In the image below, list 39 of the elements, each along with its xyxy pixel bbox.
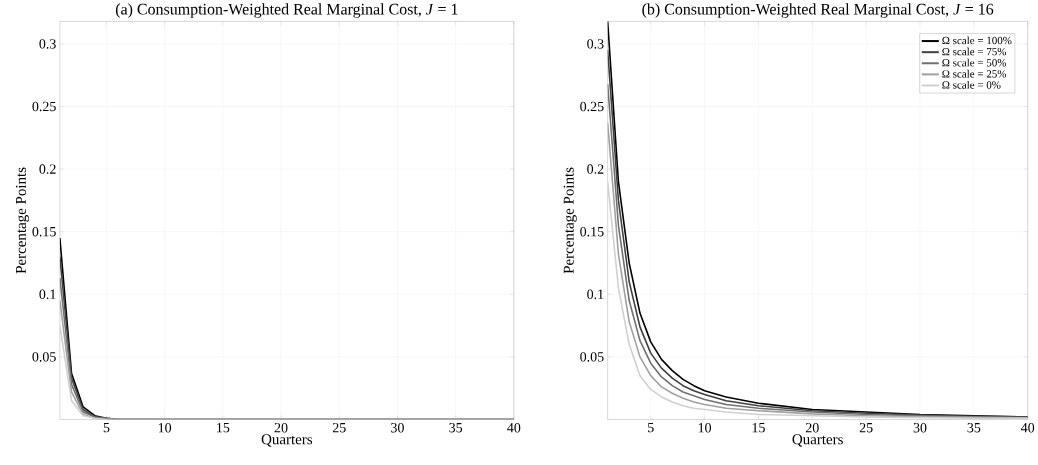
x-axis-title: Quarters — [792, 434, 843, 447]
y-tick-label: 0.25 — [580, 101, 604, 112]
y-tick-label: 0.25 — [32, 101, 56, 112]
legend-label: Ω scale = 0% — [942, 80, 1001, 89]
legend-label: Ω scale = 25% — [942, 69, 1007, 78]
x-tick-label: 20 — [805, 422, 819, 433]
x-tick-label: 35 — [967, 422, 981, 433]
x-axis-title: Quarters — [261, 434, 313, 447]
y-tick-label: 0.2 — [587, 164, 604, 174]
y-tick-label: 0.3 — [39, 38, 56, 49]
y-tick-label: 0.15 — [580, 226, 604, 237]
legend-label: Ω scale = 75% — [942, 47, 1007, 56]
x-tick-label: 10 — [158, 422, 172, 433]
x-tick-label: 40 — [507, 422, 521, 433]
x-tick-label: 5 — [103, 422, 110, 433]
y-axis-title: Percentage Points — [563, 167, 577, 274]
y-tick-label: 0.2 — [39, 164, 56, 174]
legend-label: Ω scale = 50% — [942, 58, 1007, 67]
x-tick-label: 15 — [752, 422, 765, 433]
y-tick-label: 0.05 — [580, 351, 604, 362]
x-tick-label: 40 — [1020, 422, 1035, 433]
y-tick-label: 0.15 — [32, 226, 56, 237]
x-tick-label: 30 — [391, 422, 404, 433]
chart-title: (a) Consumption-Weighted Real Marginal Cost, J = 1 — [115, 3, 458, 18]
y-tick-label: 0.05 — [32, 351, 56, 362]
x-tick-label: 30 — [913, 422, 927, 433]
y-tick-label: 0.1 — [39, 289, 56, 299]
x-tick-label: 25 — [859, 422, 873, 433]
x-tick-label: 20 — [274, 422, 288, 433]
x-tick-label: 15 — [217, 422, 230, 433]
x-tick-label: 5 — [648, 422, 654, 433]
y-tick-label: 0.3 — [587, 38, 604, 49]
y-tick-label: 0.1 — [587, 289, 604, 299]
y-axis-title: Percentage Points — [15, 167, 30, 274]
legend-label: Ω scale = 100% — [942, 36, 1012, 45]
x-tick-label: 35 — [449, 422, 463, 433]
x-tick-label: 10 — [698, 422, 712, 433]
x-tick-label: 25 — [332, 422, 346, 433]
chart-title: (b) Consumption-Weighted Real Marginal Cost, J = 16 — [642, 3, 994, 18]
